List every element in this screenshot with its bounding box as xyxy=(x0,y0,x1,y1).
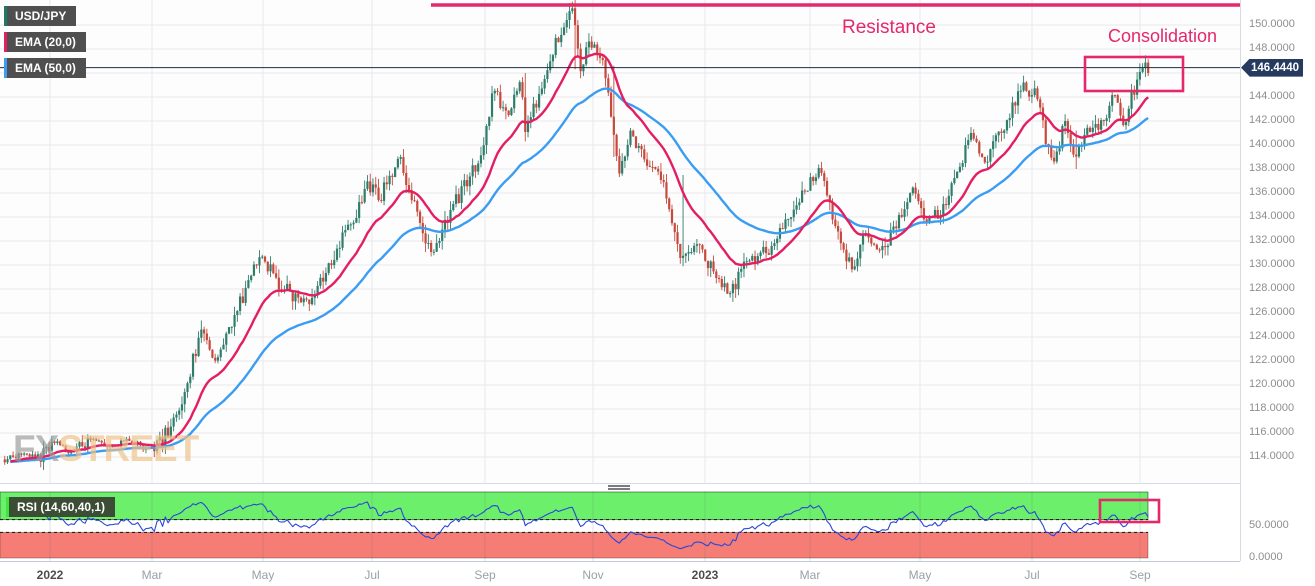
price-axis-label: 128.0000 xyxy=(1249,282,1295,294)
rsi-badge[interactable]: RSI (14,60,40,1) xyxy=(6,497,116,517)
time-axis-label: Jul xyxy=(1024,568,1040,582)
price-axis-label: 144.0000 xyxy=(1249,90,1295,102)
rsi-color-bar xyxy=(6,497,9,517)
consolidation-label: Consolidation xyxy=(1108,26,1218,46)
price-axis-label: 116.0000 xyxy=(1249,426,1295,438)
rsi-panel: RSI (14,60,40,1) xyxy=(0,491,1240,561)
price-axis-label: 140.0000 xyxy=(1249,138,1295,150)
time-axis-label: May xyxy=(908,568,932,582)
rsi-oversold-band xyxy=(0,532,1149,559)
price-axis-label: 118.0000 xyxy=(1249,402,1295,414)
price-axis-label: 126.0000 xyxy=(1249,306,1295,318)
consolidation-rect xyxy=(1083,55,1185,93)
fxstreet-watermark: FXSTREET xyxy=(13,428,199,470)
time-axis-label: Mar xyxy=(141,568,163,582)
ema50-badge-label: EMA (50,0) xyxy=(15,61,76,75)
price-axis-label: 124.0000 xyxy=(1249,330,1295,342)
time-axis-label: 2023 xyxy=(691,568,719,582)
symbol-color-bar xyxy=(4,6,7,26)
price-axis-label: 114.0000 xyxy=(1249,450,1295,462)
price-axis-label: 122.0000 xyxy=(1249,354,1295,366)
symbol-badge-label: USD/JPY xyxy=(15,9,67,23)
time-axis-label: Mar xyxy=(799,568,821,582)
time-axis-label: Sep xyxy=(1129,568,1151,582)
time-axis-label: Jul xyxy=(364,568,380,582)
rsi-plot[interactable] xyxy=(0,491,1240,561)
price-axis-label: 130.0000 xyxy=(1249,258,1295,270)
ema20-badge[interactable]: EMA (20,0) xyxy=(4,32,86,52)
ema20-badge-label: EMA (20,0) xyxy=(15,35,76,49)
rsi-overbought-band xyxy=(0,491,1149,521)
panel-separator[interactable] xyxy=(0,483,1240,493)
rsi-consolidation-rect xyxy=(1098,498,1161,524)
rsi-axis-label: 50.0000 xyxy=(1249,519,1289,531)
time-axis-label: May xyxy=(251,568,275,582)
axis-border xyxy=(1240,0,1241,561)
price-axis-label: 150.0000 xyxy=(1249,18,1295,30)
rsi-axis-label: 0.0000 xyxy=(1249,551,1283,563)
price-axis-label: 142.0000 xyxy=(1249,114,1295,126)
ema20-color-bar xyxy=(4,32,7,52)
rsi-badge-label: RSI (14,60,40,1) xyxy=(17,500,106,514)
time-axis-label: Nov xyxy=(582,568,604,582)
watermark-fx: FX xyxy=(13,428,59,469)
price-axis[interactable]: 114.0000 116.0000 118.0000 120.0000 122.0000… xyxy=(1240,0,1315,586)
price-axis-label: 148.0000 xyxy=(1249,42,1295,54)
price-axis-label: 134.0000 xyxy=(1249,210,1295,222)
price-axis-label: 138.0000 xyxy=(1249,162,1295,174)
main-chart-panel: FXSTREET USD/JPY EMA (20,0) EMA (50,0) R… xyxy=(0,0,1240,483)
time-axis-label: Sep xyxy=(474,568,496,582)
ema50-color-bar xyxy=(4,58,7,78)
rsi-line xyxy=(45,501,1149,550)
symbol-badge[interactable]: USD/JPY xyxy=(4,6,77,26)
time-axis[interactable]: 2022 Mar May Jul Sep Nov 2023 Mar May Jul Sep xyxy=(0,561,1240,586)
watermark-street: STREET xyxy=(58,428,199,469)
price-axis-label: 132.0000 xyxy=(1249,234,1295,246)
price-axis-label: 136.0000 xyxy=(1249,186,1295,198)
candlestick-plot[interactable] xyxy=(0,0,1240,483)
resistance-label: Resistance xyxy=(842,17,936,38)
ema50-badge[interactable]: EMA (50,0) xyxy=(4,58,86,78)
current-price-tag: 146.4440 xyxy=(1241,58,1303,77)
time-axis-label: 2022 xyxy=(36,568,64,582)
price-axis-label: 120.0000 xyxy=(1249,378,1295,390)
